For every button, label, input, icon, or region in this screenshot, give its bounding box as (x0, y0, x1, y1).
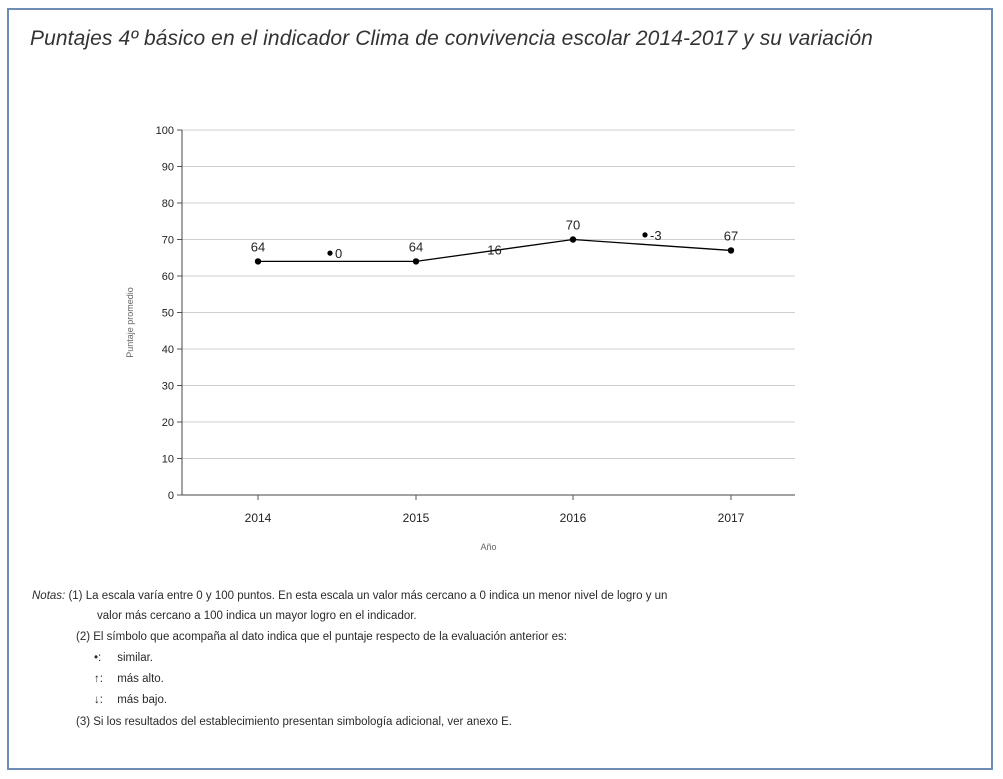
figure-frame (7, 8, 993, 770)
variation-label: 16 (487, 242, 501, 257)
note-3-number: (3) (76, 716, 91, 728)
note-2-number: (2) (76, 631, 91, 643)
note-3-text: Si los resultados del establecimiento pr… (93, 716, 512, 728)
note-1-text-cont: valor más cercano a 100 indica un mayor … (97, 610, 417, 622)
lower-arrow-icon: ↓: (94, 694, 103, 706)
y-tick-label: 50 (162, 308, 174, 320)
y-tick-label: 60 (162, 271, 174, 283)
similar-label: similar. (117, 652, 153, 664)
x-axis-title: Año (480, 542, 496, 552)
variation-label: 0 (335, 246, 342, 261)
variation-similar-symbol (642, 232, 648, 238)
data-point (412, 258, 420, 265)
variation-label: -3 (650, 228, 662, 243)
data-label: 64 (251, 239, 265, 254)
lower-label: más bajo. (117, 694, 168, 706)
line-chart: 0 10 20 30 40 50 60 70 80 90 100 2014 2015 2016 2017 Añ… (125, 125, 795, 552)
y-tick-label: 40 (162, 344, 174, 356)
higher-label: más alto. (117, 673, 164, 685)
series-line (258, 238, 732, 263)
data-label: 70 (566, 218, 580, 233)
similar-symbol: •: (94, 652, 102, 664)
y-tick-label: 80 (162, 198, 174, 210)
y-tick-label: 20 (162, 417, 174, 429)
y-tick-label: 0 (168, 490, 174, 502)
data-point (727, 247, 735, 254)
notes-label: Notas: (32, 590, 66, 602)
note-1-text: La escala varía entre 0 y 100 puntos. En… (85, 590, 668, 602)
data-point (254, 258, 262, 265)
x-tick-label: 2014 (245, 511, 272, 525)
data-point (569, 236, 577, 243)
data-label: 64 (409, 239, 423, 254)
y-tick-label: 90 (162, 162, 174, 174)
note-1-number: (1) (68, 590, 83, 602)
x-tick-label: 2015 (403, 511, 430, 525)
variation-similar-symbol (327, 250, 333, 256)
y-tick-label: 100 (156, 125, 174, 137)
x-tick-label: 2016 (560, 511, 587, 525)
y-axis-title: Puntaje promedio (125, 287, 135, 358)
figure-title: Puntajes 4º básico en el indicador Clima… (30, 27, 873, 50)
x-tick-label: 2017 (718, 511, 745, 525)
data-label: 67 (724, 228, 738, 243)
higher-arrow-icon: ↑: (94, 673, 103, 685)
y-tick-label: 10 (162, 454, 174, 466)
note-2-text: El símbolo que acompaña al dato indica q… (93, 631, 567, 643)
y-tick-label: 70 (162, 235, 174, 247)
y-tick-label: 30 (162, 381, 174, 393)
